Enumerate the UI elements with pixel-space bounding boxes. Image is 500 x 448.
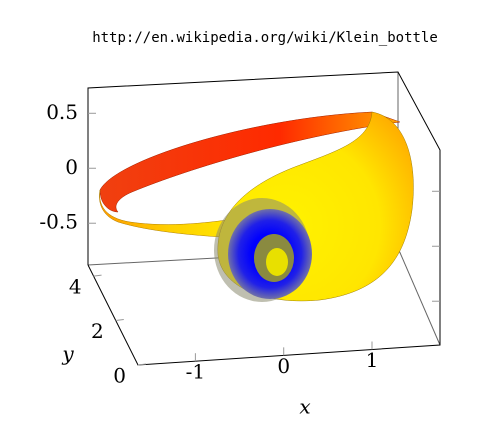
chart-title: http://en.wikipedia.org/wiki/Klein_bottl… bbox=[92, 30, 438, 46]
y-tick-label: 4 bbox=[69, 275, 82, 299]
y-tick bbox=[115, 319, 124, 322]
z-tick-label: 0.5 bbox=[46, 100, 78, 124]
z-tick-label: -0.5 bbox=[39, 210, 78, 234]
y-tick bbox=[93, 274, 102, 277]
x-tick-label: 1 bbox=[366, 348, 379, 372]
z-tick-label: 0 bbox=[65, 155, 78, 179]
surface bbox=[99, 111, 414, 302]
x-axis-label: x bbox=[299, 395, 310, 419]
y-tick bbox=[137, 363, 147, 366]
y-tick-label: 0 bbox=[113, 364, 126, 388]
y-tick-label: 2 bbox=[91, 319, 104, 343]
box-edge bbox=[397, 247, 441, 346]
x-tick-label: 0 bbox=[277, 354, 290, 378]
x-tick-label: -1 bbox=[186, 360, 205, 384]
y-axis-label: y bbox=[61, 342, 74, 366]
surface-inner bbox=[266, 248, 288, 276]
